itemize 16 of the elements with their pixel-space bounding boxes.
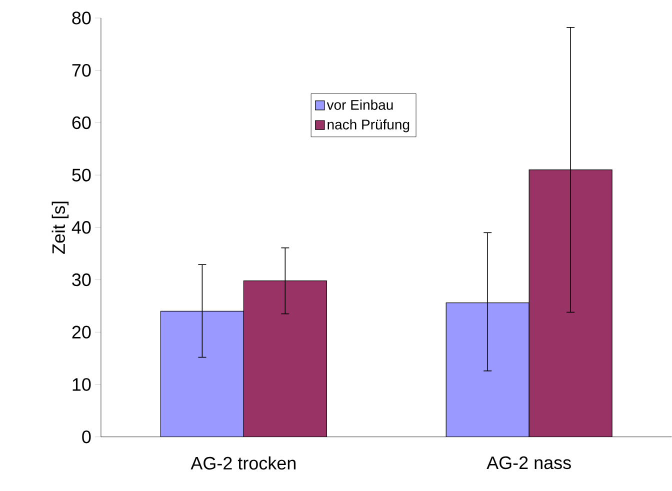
y-tick-label: 0 <box>82 430 91 444</box>
y-tick-label: 50 <box>72 168 91 182</box>
y-tick-label: 80 <box>72 12 91 24</box>
legend-label: vor Einbau <box>326 100 393 110</box>
y-tick-label: 30 <box>72 273 91 286</box>
y-tick-label: 20 <box>72 326 91 339</box>
y-tick-label: 60 <box>72 116 91 130</box>
legend-label: nach Prüfung <box>328 119 410 132</box>
bar <box>160 311 244 437</box>
x-tick-label: AG-2 nass <box>486 456 571 470</box>
y-tick-label: 40 <box>72 221 91 234</box>
y-axis-title: Zeit [s] <box>52 202 69 254</box>
bar <box>244 280 327 437</box>
y-tick-label: 10 <box>72 378 91 391</box>
x-tick-label: AG-2 trocken <box>190 456 296 470</box>
y-tick-label: 70 <box>72 64 91 77</box>
